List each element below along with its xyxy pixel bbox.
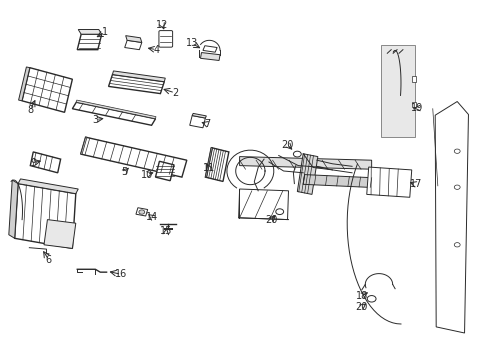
Polygon shape bbox=[81, 137, 186, 177]
Polygon shape bbox=[136, 208, 147, 216]
Polygon shape bbox=[203, 46, 217, 52]
Text: 14: 14 bbox=[145, 212, 158, 222]
Text: 16: 16 bbox=[115, 269, 127, 279]
Bar bbox=[411, 102, 415, 107]
Text: 10: 10 bbox=[140, 170, 153, 180]
Text: 20: 20 bbox=[281, 140, 293, 150]
Circle shape bbox=[453, 149, 459, 153]
Text: 13: 13 bbox=[185, 38, 198, 48]
Text: 3: 3 bbox=[93, 114, 99, 125]
Text: 18: 18 bbox=[355, 291, 367, 301]
Polygon shape bbox=[30, 152, 61, 173]
Polygon shape bbox=[155, 161, 174, 181]
Text: 9: 9 bbox=[30, 158, 36, 168]
Text: 11: 11 bbox=[202, 163, 215, 174]
Polygon shape bbox=[78, 30, 102, 34]
Polygon shape bbox=[366, 167, 411, 197]
Polygon shape bbox=[19, 67, 30, 101]
Polygon shape bbox=[112, 71, 165, 82]
Polygon shape bbox=[297, 154, 317, 194]
Circle shape bbox=[366, 296, 375, 302]
Polygon shape bbox=[124, 40, 142, 50]
Polygon shape bbox=[22, 68, 72, 112]
Polygon shape bbox=[200, 53, 220, 60]
Polygon shape bbox=[205, 148, 212, 177]
Polygon shape bbox=[72, 102, 155, 125]
Bar bbox=[381, 45, 414, 137]
Circle shape bbox=[293, 151, 301, 157]
Text: 4: 4 bbox=[153, 45, 159, 55]
Text: 19: 19 bbox=[409, 103, 422, 113]
Text: 20: 20 bbox=[355, 302, 367, 312]
Text: 6: 6 bbox=[46, 255, 52, 265]
Polygon shape bbox=[125, 36, 142, 42]
FancyBboxPatch shape bbox=[159, 31, 172, 47]
Polygon shape bbox=[9, 180, 18, 238]
Polygon shape bbox=[18, 179, 78, 194]
Text: 2: 2 bbox=[172, 88, 178, 98]
Text: 17: 17 bbox=[408, 179, 421, 189]
Polygon shape bbox=[81, 137, 87, 154]
Text: 8: 8 bbox=[27, 105, 33, 115]
Polygon shape bbox=[205, 148, 228, 181]
Polygon shape bbox=[238, 189, 288, 220]
Text: 20: 20 bbox=[264, 215, 277, 225]
Polygon shape bbox=[15, 184, 76, 248]
Bar bbox=[411, 76, 415, 82]
Text: 15: 15 bbox=[160, 226, 172, 236]
Polygon shape bbox=[192, 113, 206, 118]
Text: 1: 1 bbox=[102, 27, 108, 37]
Polygon shape bbox=[434, 102, 468, 333]
Text: 7: 7 bbox=[204, 119, 210, 129]
Polygon shape bbox=[303, 175, 382, 188]
Polygon shape bbox=[44, 220, 76, 248]
Circle shape bbox=[275, 209, 283, 215]
Circle shape bbox=[453, 185, 459, 189]
Polygon shape bbox=[189, 116, 205, 128]
Circle shape bbox=[453, 243, 459, 247]
Text: 5: 5 bbox=[121, 167, 127, 177]
Polygon shape bbox=[108, 75, 164, 94]
Polygon shape bbox=[77, 34, 102, 50]
Circle shape bbox=[139, 210, 144, 214]
Polygon shape bbox=[76, 100, 156, 119]
Polygon shape bbox=[239, 157, 371, 169]
Text: 12: 12 bbox=[156, 20, 168, 30]
